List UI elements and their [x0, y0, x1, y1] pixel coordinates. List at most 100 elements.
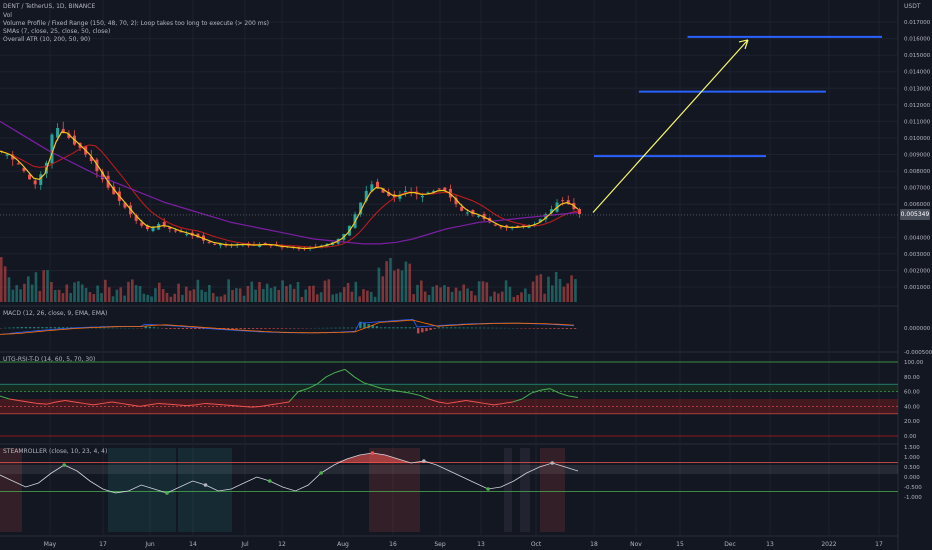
volume-bar — [543, 293, 546, 302]
macd-histogram-bar — [454, 327, 457, 329]
candle-body — [28, 174, 32, 180]
volume-bar — [477, 281, 481, 302]
time-tick-label: Dec — [724, 541, 736, 548]
macd-histogram-bar — [99, 327, 102, 329]
volume-bar — [84, 287, 88, 302]
candle-body — [364, 190, 368, 201]
macd-histogram-bar — [383, 327, 387, 329]
volume-bar — [558, 279, 562, 302]
candle-body — [443, 187, 447, 191]
rsi-line-segment — [512, 398, 523, 403]
rsi-line-segment — [111, 401, 122, 404]
volume-bar — [335, 293, 338, 302]
macd-histogram-bar — [53, 327, 57, 329]
macd-histogram-bar — [474, 327, 478, 329]
rsi-line-segment — [223, 404, 234, 407]
volume-bar — [246, 285, 250, 302]
volume-bar — [435, 285, 439, 302]
volume-bar — [393, 270, 396, 302]
steamroller-pane[interactable] — [0, 448, 898, 532]
price-tick-label: 0.011000 — [904, 119, 931, 125]
macd-title: MACD (12, 26, close, 9, EMA, EMA) — [3, 310, 108, 317]
steamroller-dot — [267, 479, 272, 483]
volume-bar — [504, 280, 508, 302]
volume-bar — [500, 291, 504, 302]
projection-arrow-line — [592, 39, 749, 213]
rsi-line-segment — [494, 402, 504, 406]
volume-bar — [192, 289, 196, 302]
rsi-line-segment — [540, 388, 551, 391]
macd-histogram-bar — [260, 328, 263, 329]
price-pane[interactable] — [0, 35, 898, 302]
macd-pane[interactable] — [0, 318, 577, 335]
volume-bar — [146, 294, 150, 302]
volume-bar — [265, 283, 269, 302]
price-axis[interactable]: 0.017000 0.016000 0.015000 0.014000 0.013000… — [904, 20, 932, 501]
volume-bar — [65, 284, 69, 302]
steamroller-dot — [319, 471, 323, 475]
macd-histogram-bar — [532, 328, 535, 329]
volume-bar — [107, 287, 111, 302]
time-tick-label: Sep — [434, 541, 446, 548]
candle-body — [61, 128, 65, 133]
candle-body — [89, 156, 93, 162]
volume-bar — [38, 290, 42, 302]
volume-bar — [273, 286, 277, 302]
volume-bar — [493, 291, 496, 302]
macd-histogram-bar — [247, 328, 251, 329]
rsi-line-segment — [466, 399, 476, 403]
volume-bar — [88, 292, 92, 302]
symbol-title: DENT / TetherUS, 1D, BINANCE — [3, 3, 96, 10]
macd-histogram-bar — [103, 327, 106, 329]
price-tick-label: 0.008000 — [904, 169, 931, 175]
macd-histogram-bar — [338, 327, 341, 329]
time-axis[interactable]: May 17 Jun 14 Jul 12 Aug 16 Sep 13 Oct 18 Nov 15 Dec 13… — [44, 541, 883, 548]
rsi-line-segment — [335, 368, 346, 373]
rsi-line-segment — [0, 395, 10, 400]
volume-bar — [423, 291, 427, 302]
volume-bar — [123, 295, 126, 302]
volume-bar — [254, 289, 257, 302]
candle-body — [280, 246, 284, 248]
candle-body — [505, 225, 509, 228]
macd-histogram-bar — [334, 327, 337, 329]
volume-bar — [350, 291, 354, 302]
price-tick-label: 0.003000 — [904, 252, 931, 258]
price-tick-label: 0.012000 — [904, 103, 931, 109]
macd-histogram-bar — [12, 327, 15, 329]
rsi-line-segment — [83, 402, 94, 406]
macd-signal-line — [0, 319, 574, 335]
volume-bar — [196, 279, 200, 302]
macd-histogram-bar — [379, 327, 383, 329]
rsi-line-segment — [447, 401, 457, 404]
rsi-line-segment — [559, 392, 569, 397]
volume-bar — [400, 270, 404, 302]
volume-bar — [385, 261, 388, 302]
volume-bar — [26, 276, 30, 302]
steamroller-mid-band — [0, 465, 898, 474]
steamroller-tick-label: 0.500 — [904, 465, 920, 471]
candle-body — [33, 180, 37, 185]
volume-bar — [497, 293, 500, 302]
time-tick-label: Jul — [240, 541, 249, 548]
volume-bar — [462, 284, 465, 302]
candle-body — [269, 245, 273, 247]
price-tick-label: 0.010000 — [904, 136, 931, 142]
steamroller-dot — [165, 491, 169, 495]
volume-bar — [458, 290, 462, 302]
volume-bar — [531, 281, 535, 302]
macd-histogram-bar — [549, 328, 552, 329]
macd-histogram-bar — [416, 328, 420, 334]
time-tick-label: Jun — [144, 541, 155, 548]
volume-bar — [157, 282, 161, 302]
macd-histogram-bar — [458, 327, 461, 329]
steamroller-line — [0, 452, 579, 494]
macd-histogram-bar — [107, 327, 110, 329]
volume-bar — [115, 289, 119, 302]
rsi-pane[interactable] — [0, 361, 898, 437]
rsi-line-segment — [251, 405, 262, 408]
macd-histogram-bar — [169, 328, 172, 329]
volume-bar — [574, 279, 577, 302]
volume-bar — [69, 293, 72, 302]
